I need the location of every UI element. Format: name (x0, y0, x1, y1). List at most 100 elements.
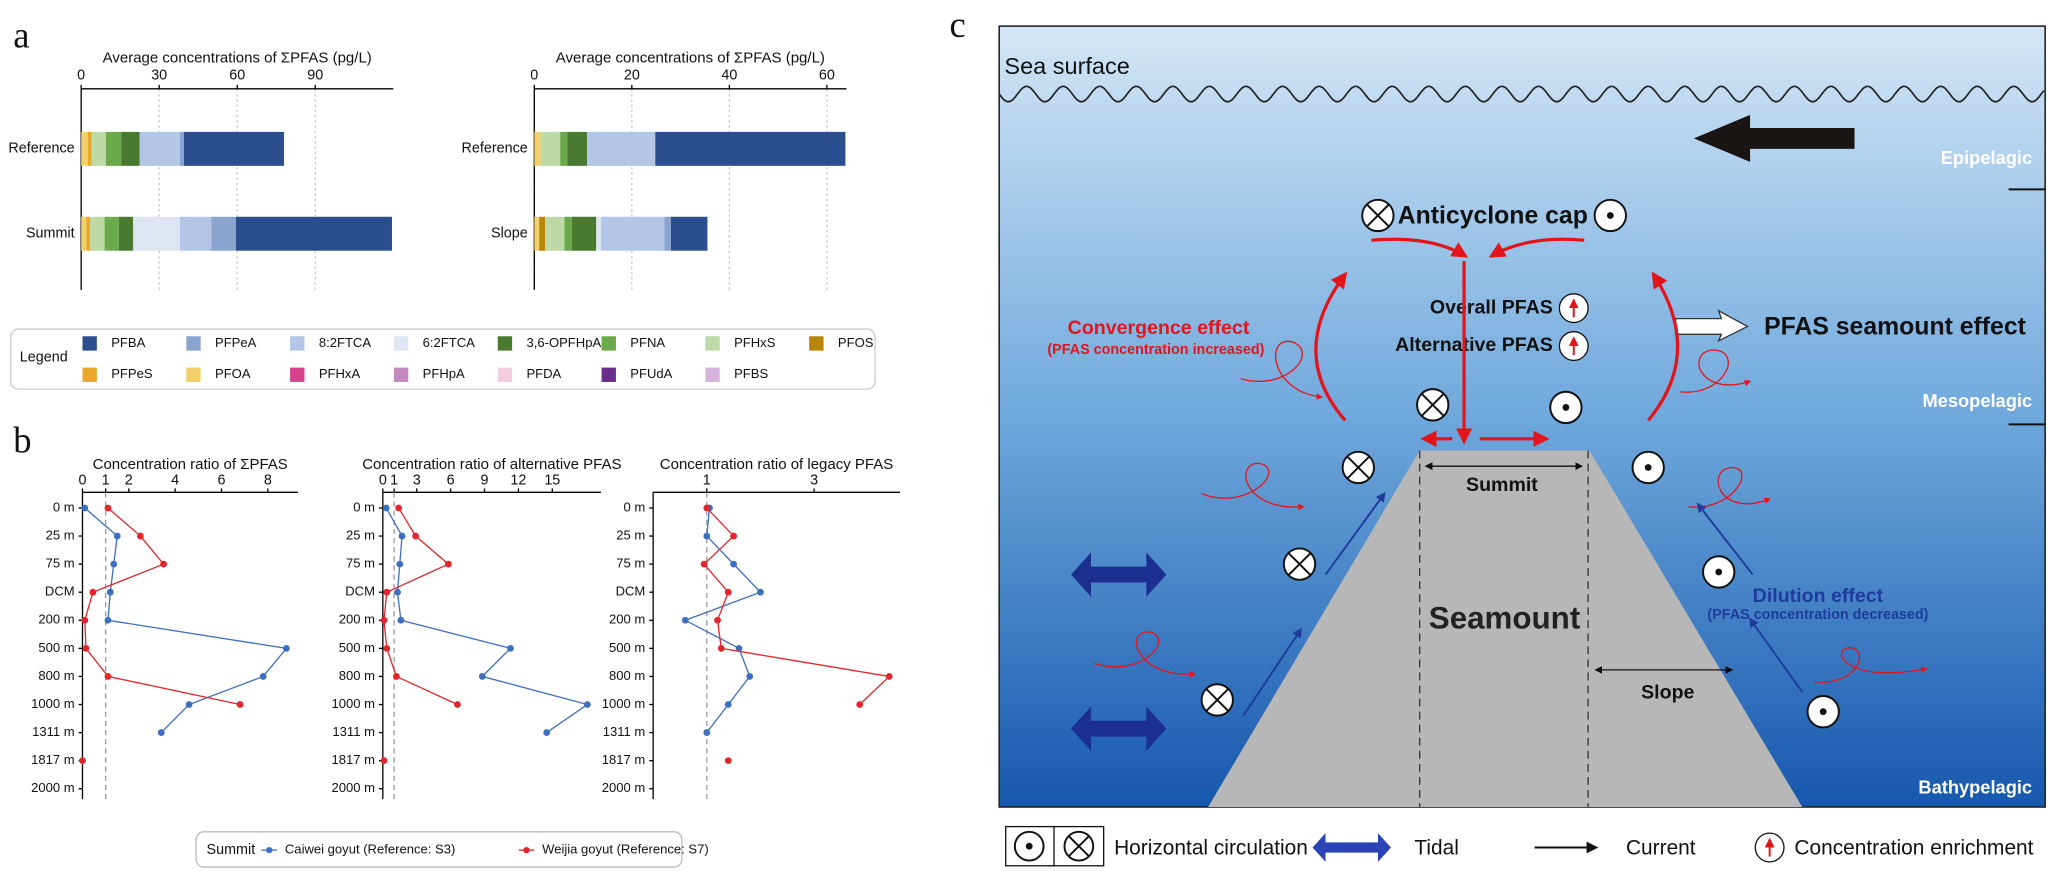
legend-label: PFPeA (215, 335, 257, 350)
legend-swatch (497, 367, 513, 382)
icon-dot (1644, 464, 1652, 471)
legend-swatch (82, 336, 97, 351)
data-point (89, 588, 97, 596)
y-tick-label: 800 m (339, 668, 375, 683)
data-point (396, 560, 404, 568)
y-tick-label: 200 m (609, 612, 645, 627)
zone-label: Bathypelagic (1918, 777, 2032, 798)
legend-swatch (393, 336, 409, 351)
legend-label: PFBS (734, 366, 768, 381)
bar-segment (664, 216, 671, 251)
data-point (137, 532, 144, 540)
icon-cross (1346, 455, 1370, 480)
data-point (444, 560, 452, 568)
current-arrow-blue (1324, 492, 1386, 576)
anticyclone-label: Anticyclone cap (1398, 202, 1588, 229)
icon-cross (1287, 552, 1312, 576)
summit-label: Summit (1466, 474, 1538, 496)
zone-label: Epipelagic (1941, 147, 2032, 168)
dilution-label: Dilution effect (1753, 585, 1884, 607)
legend-label: PFOA (215, 366, 251, 381)
dilution-note: (PFAS concentration decreased) (1707, 607, 1928, 623)
icon-dot (1562, 404, 1570, 411)
x-tick-label: 0 (77, 68, 85, 84)
bar-segment (86, 216, 91, 251)
legend-swatch (82, 367, 97, 382)
bar-segment (534, 216, 540, 251)
panel-label: a (13, 15, 29, 56)
data-point (714, 616, 721, 624)
icon-dot (1715, 568, 1723, 576)
bar-segment (567, 131, 587, 166)
data-point (703, 729, 711, 736)
y-tick-label: Summit (26, 226, 75, 242)
panel-label: c (950, 4, 966, 45)
sea-surface-wave (998, 85, 2045, 103)
legend-swatch (186, 367, 201, 382)
bar-segment (180, 216, 212, 251)
icon-cross (1205, 688, 1229, 712)
legend-swatch (705, 367, 720, 382)
x-tick-label: 20 (624, 68, 640, 84)
icon-cross (1366, 203, 1390, 228)
bar-segment (564, 216, 572, 251)
y-tick-label: 25 m (346, 528, 375, 543)
data-point (157, 729, 165, 736)
bar-segment (534, 131, 541, 166)
data-point (398, 532, 406, 540)
convergence-label: Convergence effect (1068, 317, 1250, 339)
data-point (236, 701, 244, 708)
bar-segment (235, 216, 392, 251)
data-point (730, 532, 738, 540)
legend-label: Weijia goyut (Reference: S7) (542, 842, 709, 857)
data-point (185, 701, 193, 708)
legend-box (195, 831, 683, 868)
data-point (79, 757, 86, 765)
data-point (700, 560, 708, 568)
chart-title: Concentration ratio of alternative PFAS (362, 456, 621, 473)
flow-arrow (1813, 647, 1928, 683)
panel-label: b (13, 419, 31, 460)
legend-swatch (186, 336, 201, 351)
data-point (730, 560, 738, 568)
x-tick-label: 0 (530, 68, 538, 84)
legend-label: PFPeS (111, 366, 153, 381)
legend-label: PFBA (111, 335, 145, 350)
data-point (412, 532, 419, 540)
legend-label: 6:2FTCA (423, 335, 475, 350)
x-tick-label: 1 (390, 472, 398, 488)
data-point (82, 644, 90, 652)
y-tick-label: 75 m (346, 556, 375, 571)
y-tick-label: Reference (8, 141, 74, 157)
legend-label: 8:2FTCA (319, 335, 371, 350)
legend-label: PFHxS (734, 335, 776, 350)
bar-segment (670, 216, 708, 251)
x-tick-label: 3 (413, 472, 421, 488)
data-point (380, 616, 388, 624)
data-point (681, 616, 689, 624)
y-tick-label: 500 m (609, 640, 645, 655)
legend-label: Concentration enrichment (1794, 836, 2033, 859)
legend-label: 3,6-OPFHpA (526, 335, 601, 350)
legend-title: Legend (20, 350, 68, 366)
flow-arrow (1314, 271, 1348, 422)
data-point (757, 588, 764, 596)
y-tick-label: DCM (345, 584, 375, 599)
y-tick-label: 1817 m (602, 752, 646, 767)
legend-label: Tidal (1414, 836, 1458, 859)
y-tick-label: 1000 m (31, 696, 75, 711)
y-tick-label: DCM (616, 584, 646, 599)
icon-dot (1819, 708, 1827, 716)
data-point (454, 701, 461, 708)
legend-label: Horizontal circulation (1114, 836, 1308, 859)
legend-label: PFHxA (319, 366, 361, 381)
legend-swatch (393, 367, 409, 382)
legend-swatch (290, 336, 305, 351)
data-point (746, 673, 754, 680)
series-line (383, 507, 458, 706)
y-tick-label: 75 m (46, 556, 75, 571)
bar-segment (81, 131, 88, 166)
overall-pfas-label: Overall PFAS (1430, 296, 1553, 318)
bar-segment (655, 131, 846, 166)
bar-segment (104, 216, 119, 251)
